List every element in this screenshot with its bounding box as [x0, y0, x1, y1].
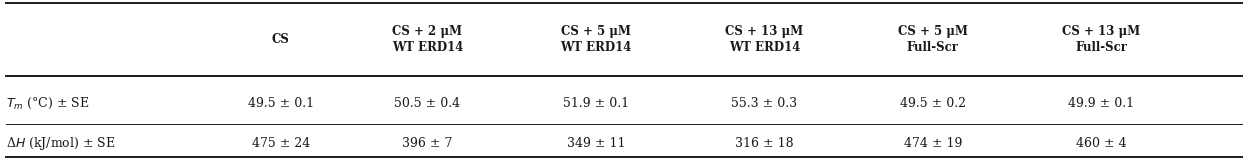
Text: CS + 2 μM
WT ERD14: CS + 2 μM WT ERD14	[392, 25, 463, 54]
Text: CS + 13 μM
Full-Scr: CS + 13 μM Full-Scr	[1062, 25, 1141, 54]
Text: CS: CS	[272, 33, 290, 46]
Text: 396 ± 7: 396 ± 7	[402, 137, 453, 150]
Text: 475 ± 24: 475 ± 24	[252, 137, 310, 150]
Text: 55.3 ± 0.3: 55.3 ± 0.3	[731, 97, 797, 110]
Text: 49.5 ± 0.2: 49.5 ± 0.2	[900, 97, 966, 110]
Text: 51.9 ± 0.1: 51.9 ± 0.1	[563, 97, 629, 110]
Text: 49.9 ± 0.1: 49.9 ± 0.1	[1068, 97, 1134, 110]
Text: CS + 5 μM
Full-Scr: CS + 5 μM Full-Scr	[899, 25, 967, 54]
Text: 460 ± 4: 460 ± 4	[1076, 137, 1127, 150]
Text: 474 ± 19: 474 ± 19	[904, 137, 962, 150]
Text: $T_m$ (°C) ± SE: $T_m$ (°C) ± SE	[6, 96, 90, 111]
Text: 49.5 ± 0.1: 49.5 ± 0.1	[248, 97, 313, 110]
Text: CS + 13 μM
WT ERD14: CS + 13 μM WT ERD14	[725, 25, 804, 54]
Text: Δ$H$ (kJ/mol) ± SE: Δ$H$ (kJ/mol) ± SE	[6, 135, 116, 152]
Text: 349 ± 11: 349 ± 11	[567, 137, 625, 150]
Text: CS + 5 μM
WT ERD14: CS + 5 μM WT ERD14	[560, 25, 631, 54]
Text: 316 ± 18: 316 ± 18	[735, 137, 794, 150]
Text: 50.5 ± 0.4: 50.5 ± 0.4	[394, 97, 461, 110]
